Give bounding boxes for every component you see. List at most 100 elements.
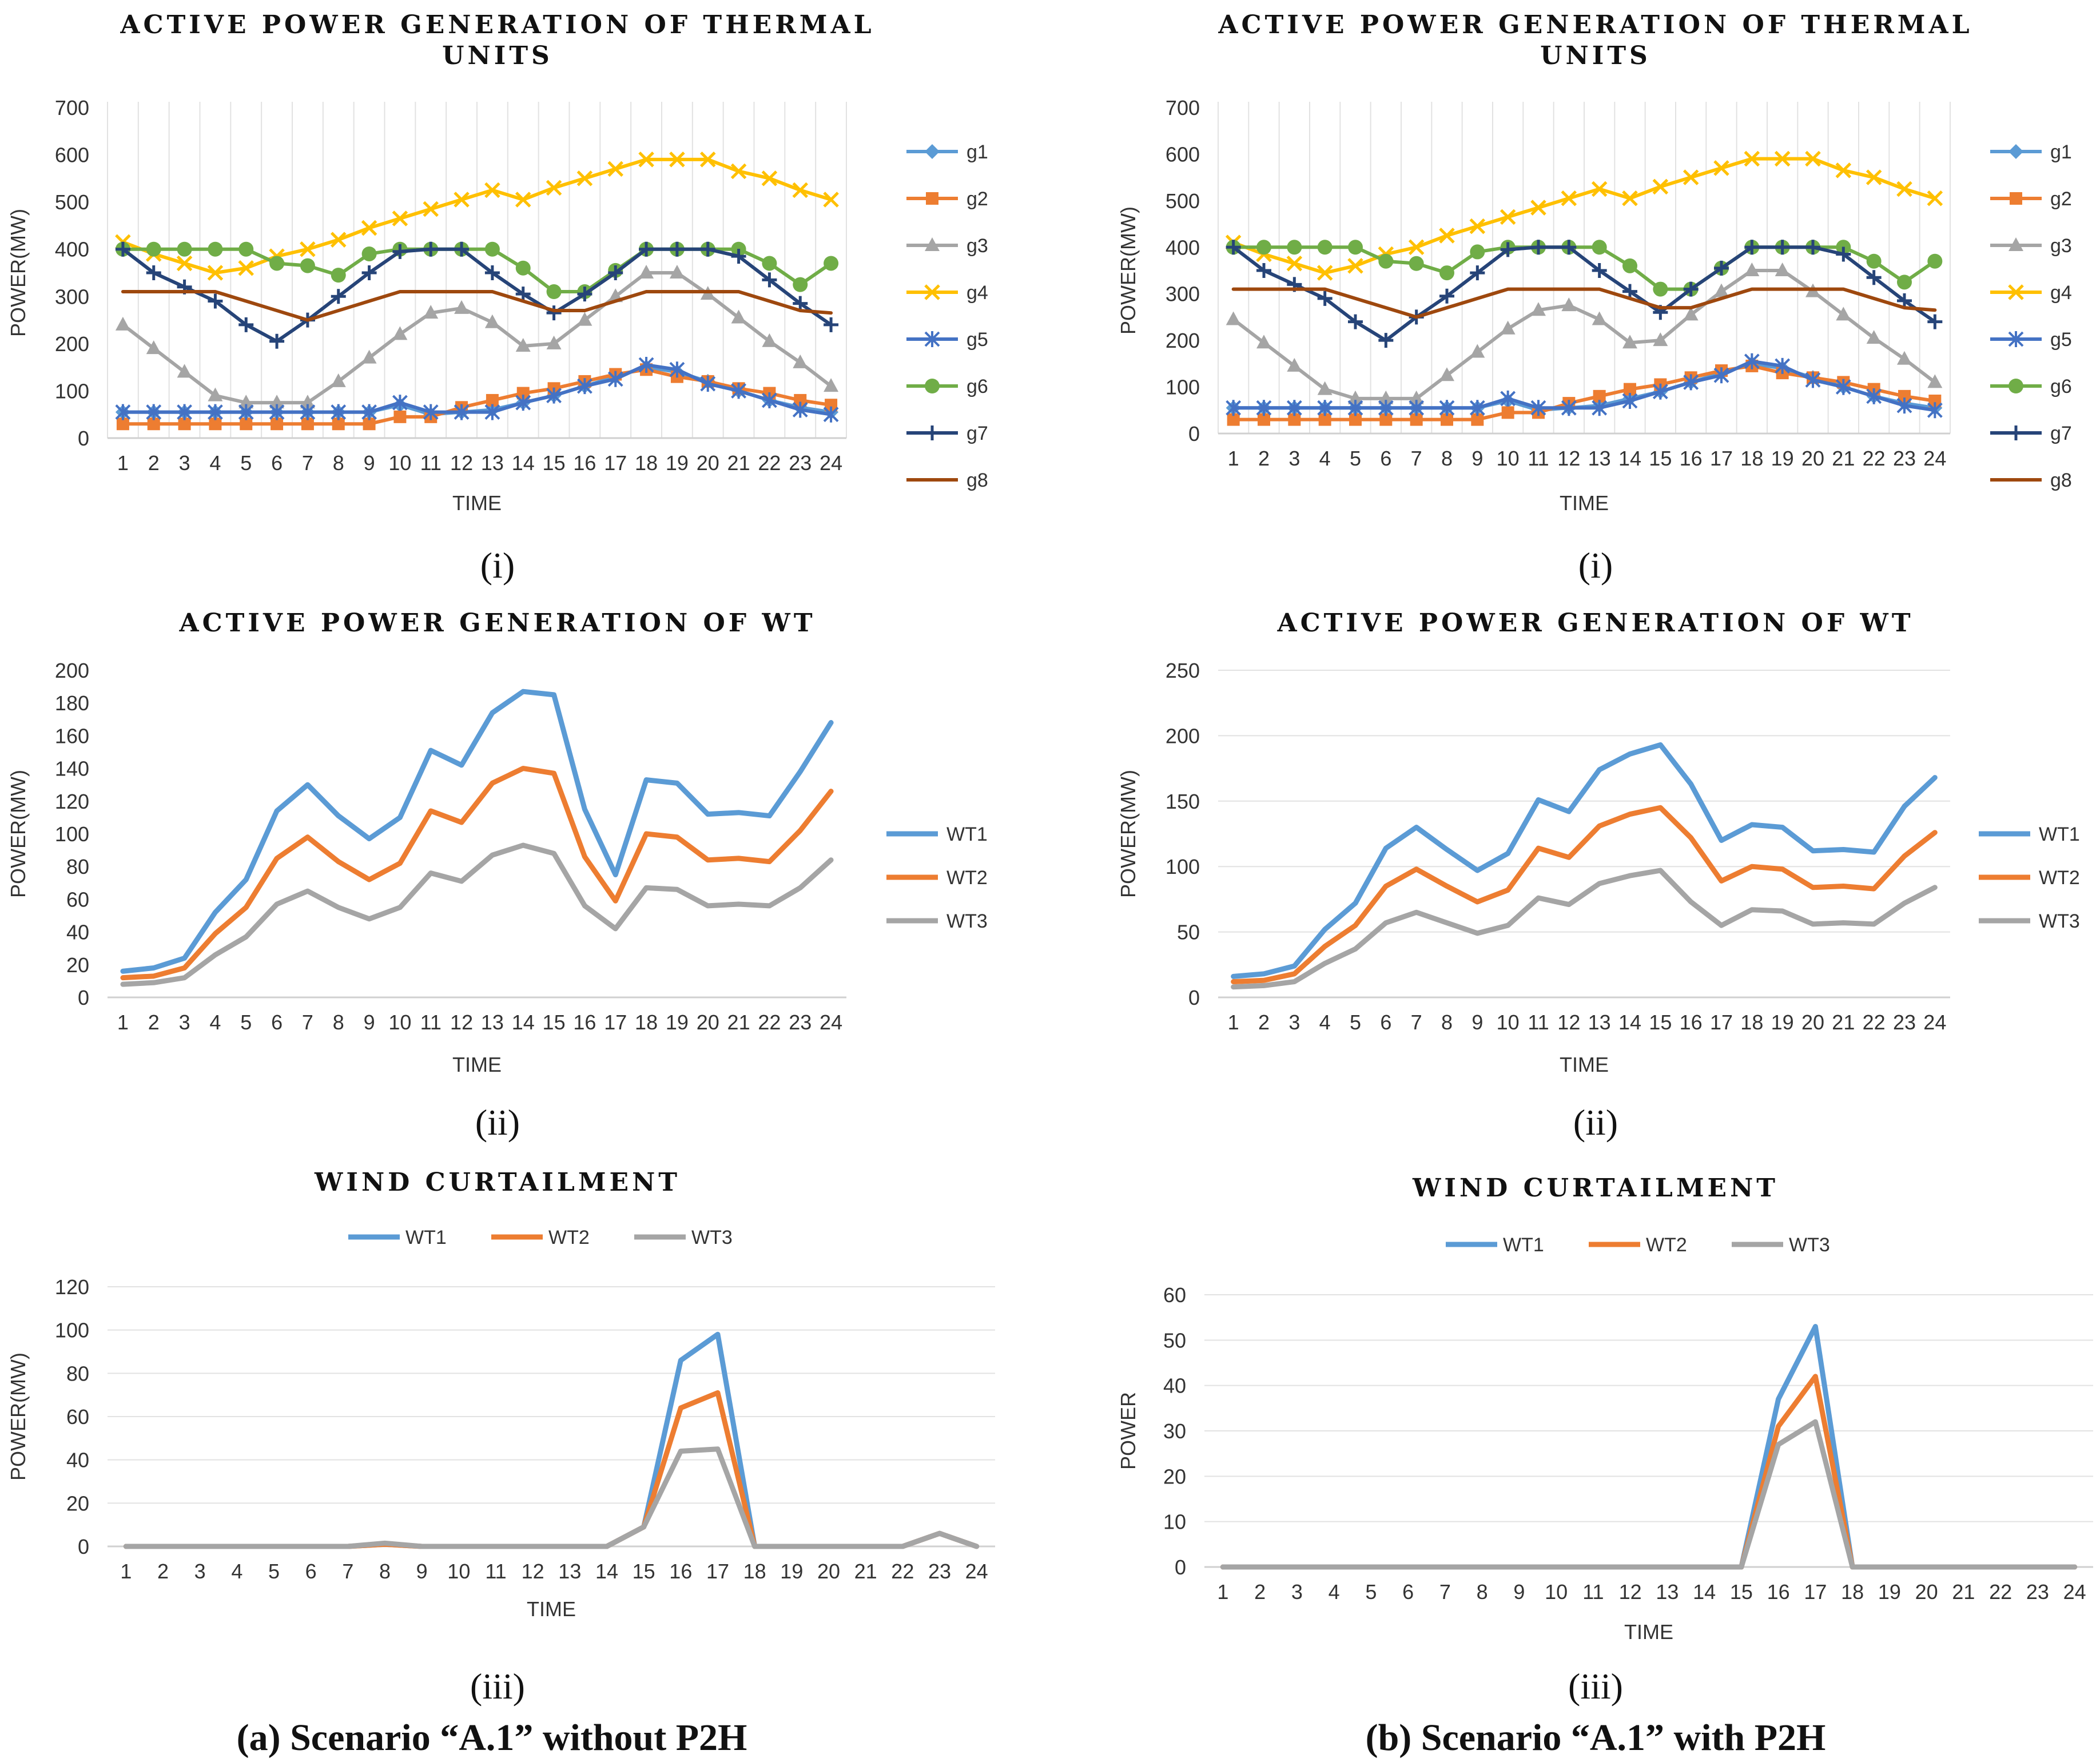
- y-tick-label: 100: [55, 822, 89, 846]
- marker-g5: [762, 392, 777, 408]
- y-tick-label: 400: [1166, 236, 1200, 259]
- x-tick-label: 15: [543, 1011, 566, 1034]
- y-tick-label: 100: [1166, 855, 1200, 878]
- marker-g4: [761, 170, 778, 186]
- marker-g6: [300, 258, 315, 273]
- marker-g3: [361, 349, 377, 364]
- marker-g3: [1897, 351, 1912, 365]
- x-tick-label: 14: [512, 1011, 535, 1034]
- x-axis-label: TIME: [452, 1053, 502, 1076]
- legend-label-g6: g6: [2050, 376, 2072, 397]
- marker-g5: [1683, 374, 1699, 391]
- marker-g6: [208, 241, 223, 257]
- marker-g5: [792, 401, 808, 418]
- x-tick-label: 17: [1710, 1011, 1733, 1034]
- y-tick-label: 20: [1163, 1465, 1186, 1488]
- x-tick-label: 7: [342, 1560, 353, 1583]
- x-tick-label: 3: [1288, 1011, 1300, 1034]
- marker-g3: [1927, 374, 1943, 388]
- x-tick-label: 20: [1801, 1011, 1824, 1034]
- marker-g5: [1652, 383, 1668, 400]
- marker-g4: [1866, 169, 1882, 185]
- marker-g7: [762, 272, 777, 288]
- marker-g6: [1439, 265, 1454, 281]
- panel-label: (ii): [475, 1102, 520, 1143]
- x-tick-label: 20: [1915, 1580, 1938, 1604]
- x-tick-label: 21: [854, 1560, 877, 1583]
- marker-g7: [238, 317, 254, 332]
- legend-label-g4: g4: [967, 282, 988, 304]
- marker-g7: [454, 241, 470, 257]
- marker-g3: [208, 387, 223, 401]
- marker-g5: [331, 404, 347, 420]
- marker-g4: [300, 241, 316, 257]
- x-tick-label: 10: [447, 1560, 470, 1583]
- marker-g5: [1592, 400, 1608, 416]
- x-tick-label: 13: [1588, 447, 1611, 470]
- marker-g3: [1866, 330, 1882, 344]
- marker-g4: [730, 163, 747, 180]
- marker-g4: [1744, 150, 1760, 167]
- legend-label-g3: g3: [2050, 235, 2072, 257]
- marker-g7: [392, 244, 408, 259]
- y-tick-label: 20: [66, 953, 89, 977]
- marker-g6: [1256, 240, 1271, 255]
- series-line-WT3: [123, 1446, 980, 1549]
- legend-label-g1: g1: [2050, 141, 2072, 163]
- marker-g5: [731, 383, 746, 399]
- x-tick-label: 19: [1771, 1011, 1794, 1034]
- marker-g5: [300, 404, 316, 420]
- marker-g7: [1317, 291, 1333, 306]
- y-tick-label: 300: [1166, 283, 1200, 306]
- marker-g5: [269, 404, 285, 420]
- y-tick-label: 0: [78, 1535, 89, 1558]
- x-tick-label: 20: [697, 451, 719, 475]
- marker-g5: [1469, 400, 1485, 416]
- marker-g3: [1409, 390, 1424, 404]
- chart-title: ACTIVE POWER GENERATION OF WT: [1276, 608, 1914, 638]
- panel-label: (ii): [1573, 1102, 1618, 1143]
- marker-g2: [1471, 413, 1484, 426]
- marker-g5: [208, 404, 223, 420]
- marker-g3: [1470, 344, 1485, 358]
- y-axis-label: POWER(MW): [6, 770, 30, 898]
- x-tick-label: 23: [2026, 1580, 2049, 1604]
- marker-g7: [577, 287, 592, 302]
- caption-left: (a) Scenario “A.1” without P2H: [237, 1717, 747, 1759]
- marker-g2: [271, 417, 284, 431]
- marker-g2: [1379, 413, 1393, 426]
- marker-g4: [1683, 169, 1699, 185]
- marker-g6: [238, 241, 254, 257]
- x-tick-label: 24: [820, 1011, 842, 1034]
- marker-g5: [1927, 402, 1943, 419]
- marker-g3: [423, 305, 439, 319]
- marker-g6: [1897, 275, 1912, 290]
- chart-title: UNITS: [1540, 41, 1651, 70]
- marker-g2: [1928, 395, 1942, 407]
- marker-g7: [1927, 314, 1943, 329]
- x-tick-label: 2: [1258, 447, 1270, 470]
- y-tick-label: 30: [1163, 1419, 1186, 1443]
- marker-g4: [361, 220, 377, 236]
- x-tick-label: 17: [604, 1011, 627, 1034]
- legend-marker-g4: [2008, 284, 2024, 300]
- marker-g4: [546, 180, 562, 196]
- x-tick-label: 9: [1471, 1011, 1483, 1034]
- marker-g3: [515, 337, 531, 352]
- x-axis-label: TIME: [527, 1597, 576, 1621]
- x-tick-label: 6: [1380, 1011, 1391, 1034]
- marker-g4: [1561, 190, 1577, 206]
- x-tick-label: 1: [1217, 1580, 1228, 1604]
- y-tick-label: 40: [1163, 1374, 1186, 1398]
- marker-g4: [1774, 150, 1791, 167]
- legend-marker-g7: [2008, 425, 2023, 440]
- x-tick-label: 9: [1471, 447, 1483, 470]
- marker-g7: [1744, 240, 1760, 255]
- x-tick-label: 3: [179, 451, 190, 475]
- marker-g7: [1470, 265, 1485, 281]
- marker-g4: [238, 260, 254, 276]
- marker-g7: [208, 293, 223, 309]
- x-tick-label: 24: [820, 451, 842, 475]
- marker-g3: [1317, 381, 1333, 395]
- marker-g3: [762, 333, 777, 347]
